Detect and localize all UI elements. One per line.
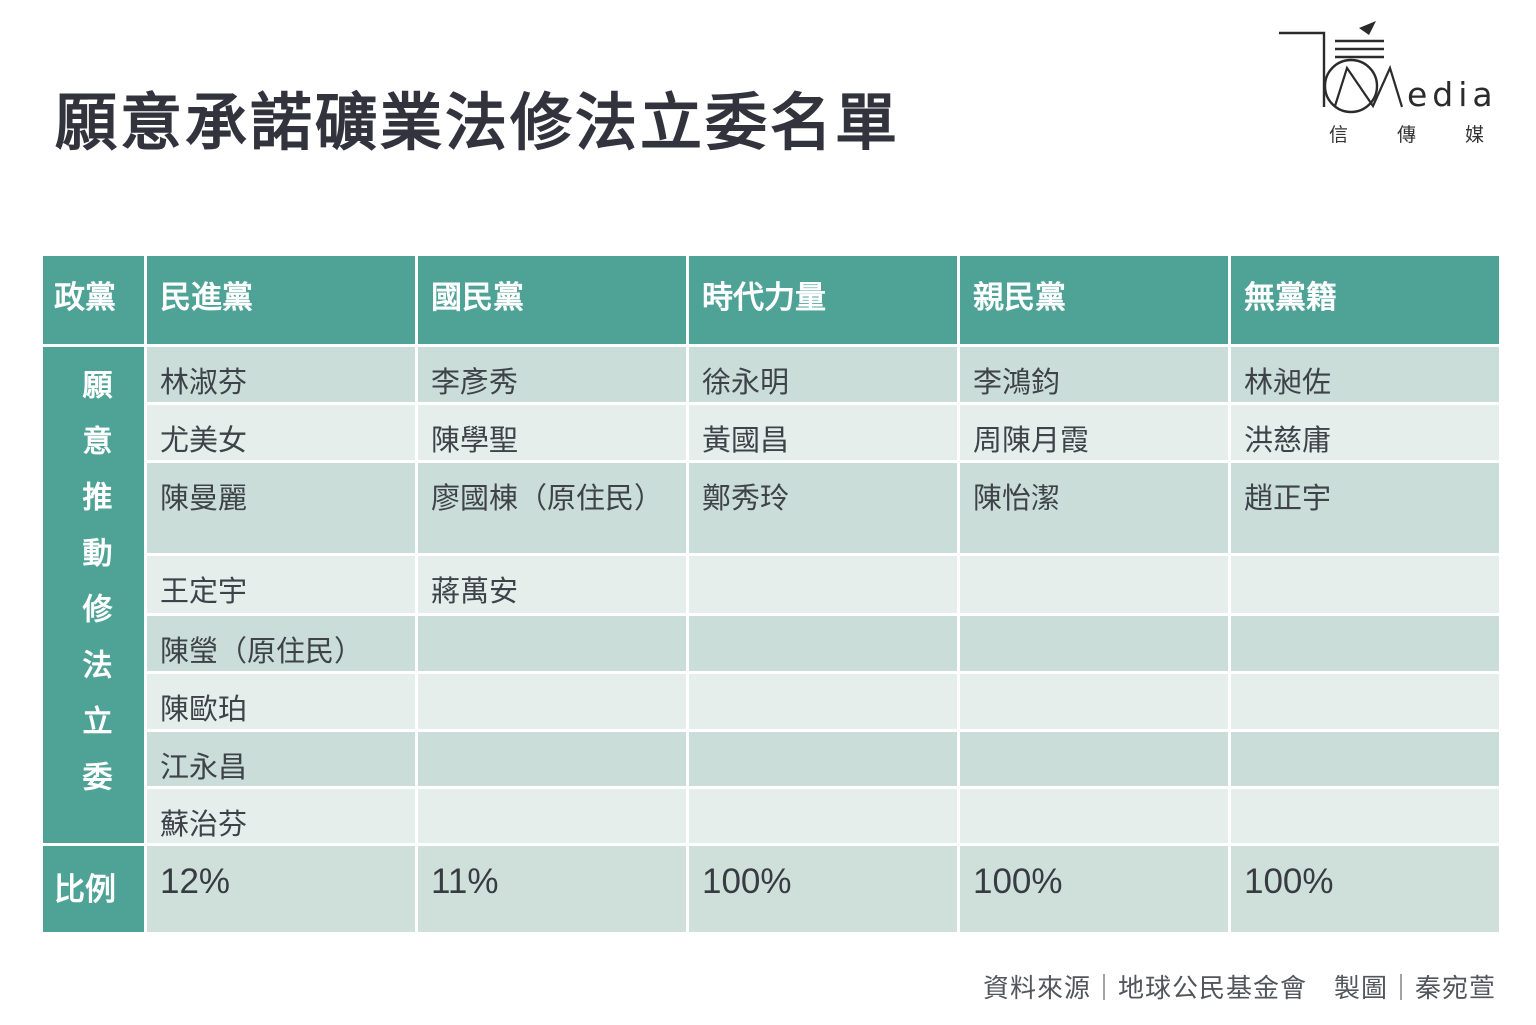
logo-bracket-stroke (1279, 31, 1326, 107)
legislator-cell: 江永昌 (147, 732, 415, 786)
legislator-cell (1231, 556, 1499, 613)
table-row: 願意推動修法立委 林淑芬 李彥秀 徐永明 李鴻鈞 林昶佐 (43, 347, 1499, 843)
row-group-label: 願意推動修法立委 (77, 369, 111, 817)
legislators-table: 政黨 民進黨 國民黨 時代力量 親民黨 無黨籍 願意推動修法立委 林淑芬 李彥秀… (40, 253, 1502, 935)
legislator-cell (960, 556, 1228, 613)
logo-m-stroke (1333, 64, 1404, 109)
logo-c-ring (1323, 58, 1379, 114)
legislator-cell (418, 789, 686, 843)
table-row: 陳瑩（原住民） (43, 616, 1499, 671)
ratio-cell: 100% (689, 846, 957, 932)
legislator-cell: 徐永明 (689, 347, 957, 402)
legislator-cell: 陳歐珀 (147, 674, 415, 729)
ratio-row: 比例 12% 11% 100% 100% 100% (43, 846, 1499, 932)
header-cell-npp: 時代力量 (689, 256, 957, 344)
legislator-cell (960, 789, 1228, 843)
logo-zh-text: 信傳媒 (1329, 124, 1500, 146)
legislator-cell (1231, 616, 1499, 671)
ratio-cell: 100% (1231, 846, 1499, 932)
logo-latin-text: edia (1407, 75, 1498, 114)
legislator-cell: 蘇治芬 (147, 789, 415, 843)
legislator-cell (689, 789, 957, 843)
legislator-cell (1231, 789, 1499, 843)
page-title: 願意承諾礦業法修法立委名單 (55, 89, 901, 158)
legislator-cell (689, 616, 957, 671)
ratio-cell: 12% (147, 846, 415, 932)
legislator-cell (418, 732, 686, 786)
legislator-cell (689, 732, 957, 786)
legislator-cell: 周陳月霞 (960, 405, 1228, 460)
legislator-cell (689, 556, 957, 613)
legislator-cell: 陳曼麗 (147, 463, 415, 553)
legislator-cell: 黃國昌 (689, 405, 957, 460)
legislator-cell (418, 616, 686, 671)
legislator-cell: 李鴻鈞 (960, 347, 1228, 402)
cmedia-logo: edia 信傳媒 (1263, 10, 1500, 152)
legislator-cell (960, 732, 1228, 786)
legislator-cell: 王定宇 (147, 556, 415, 613)
header-cell-independent: 無黨籍 (1231, 256, 1499, 344)
table-row: 王定宇 蔣萬安 (43, 556, 1499, 613)
header-cell-kmt: 國民黨 (418, 256, 686, 344)
source-credits: 資料來源｜地球公民基金會 製圖｜秦宛萱 (982, 973, 1496, 1003)
legislator-cell: 陳瑩（原住民） (147, 616, 415, 671)
legislator-cell: 廖國棟（原住民） (418, 463, 686, 553)
ratio-cell: 11% (418, 846, 686, 932)
legislator-cell (418, 674, 686, 729)
table-row: 陳曼麗 廖國棟（原住民） 鄭秀玲 陳怡潔 趙正宇 (43, 463, 1499, 553)
legislator-cell: 洪慈庸 (1231, 405, 1499, 460)
legislator-cell (960, 674, 1228, 729)
legislator-cell (689, 674, 957, 729)
legislator-cell (1231, 674, 1499, 729)
table-row: 尤美女 陳學聖 黃國昌 周陳月霞 洪慈庸 (43, 405, 1499, 460)
legislator-cell: 陳學聖 (418, 405, 686, 460)
table-row: 陳歐珀 (43, 674, 1499, 729)
legislator-cell: 趙正宇 (1231, 463, 1499, 553)
header-cell-dpp: 民進黨 (147, 256, 415, 344)
row-group-label-cell: 願意推動修法立委 (43, 347, 144, 843)
ratio-label-cell: 比例 (43, 846, 144, 932)
legislator-cell: 蔣萬安 (418, 556, 686, 613)
header-row: 政黨 民進黨 國民黨 時代力量 親民黨 無黨籍 (43, 256, 1499, 344)
logo-flag (1359, 21, 1376, 35)
legislator-cell: 林昶佐 (1231, 347, 1499, 402)
legislator-cell (960, 616, 1228, 671)
cmedia-logo-icon: edia 信傳媒 (1279, 21, 1500, 146)
legislator-cell: 鄭秀玲 (689, 463, 957, 553)
header-cell-party: 政黨 (43, 256, 144, 344)
table-row: 江永昌 (43, 732, 1499, 786)
ratio-cell: 100% (960, 846, 1228, 932)
table-row: 蘇治芬 (43, 789, 1499, 843)
legislator-cell: 林淑芬 (147, 347, 415, 402)
legislator-cell: 李彥秀 (418, 347, 686, 402)
header-cell-pfp: 親民黨 (960, 256, 1228, 344)
legislator-cell (1231, 732, 1499, 786)
legislator-cell: 陳怡潔 (960, 463, 1228, 553)
legislator-cell: 尤美女 (147, 405, 415, 460)
